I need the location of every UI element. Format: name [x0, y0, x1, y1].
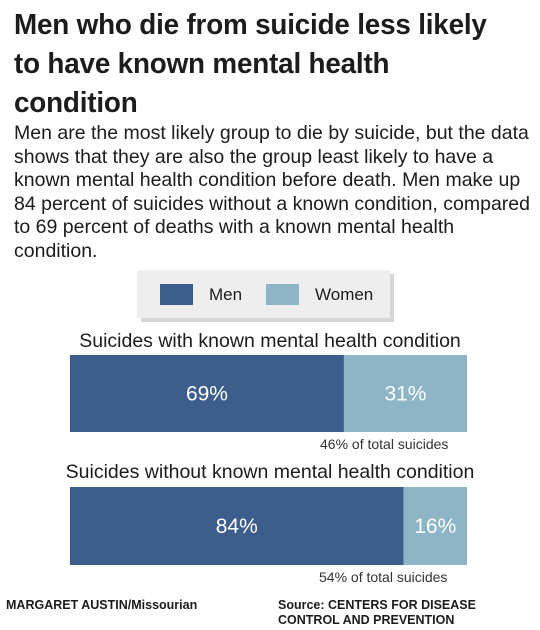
credit-line: MARGARET AUSTIN/Missourian: [6, 598, 198, 612]
chart-title-without-condition: Suicides without known mental health con…: [65, 461, 475, 483]
bar-women-1: [403, 487, 467, 565]
bar-label-women-1: 16%: [414, 515, 456, 538]
bar-label-men-1: 84%: [216, 515, 258, 538]
legend: Men Women: [137, 270, 390, 318]
bar-label-men-0: 69%: [186, 383, 228, 406]
source-line: Source: CENTERS FOR DISEASE CONTROL AND …: [278, 598, 476, 627]
bar-men-0: [70, 355, 344, 432]
chart-title-with-condition: Suicides with known mental health condit…: [79, 330, 461, 352]
bar-label-women-0: 31%: [384, 383, 426, 406]
subtitle: Men are the most likely group to die by …: [14, 122, 530, 262]
bar-women-0: [343, 355, 467, 432]
legend-swatch-women: [266, 284, 299, 305]
total-note-without-condition: 54% of total suicides: [319, 569, 448, 585]
legend-label-women: Women: [315, 285, 374, 304]
legend-label-men: Men: [209, 285, 243, 304]
page-title: Men who die from suicide less likely to …: [14, 9, 487, 119]
legend-swatch-men: [160, 284, 193, 305]
total-note-with-condition: 46% of total suicides: [320, 436, 449, 452]
bar-men-1: [70, 487, 404, 565]
